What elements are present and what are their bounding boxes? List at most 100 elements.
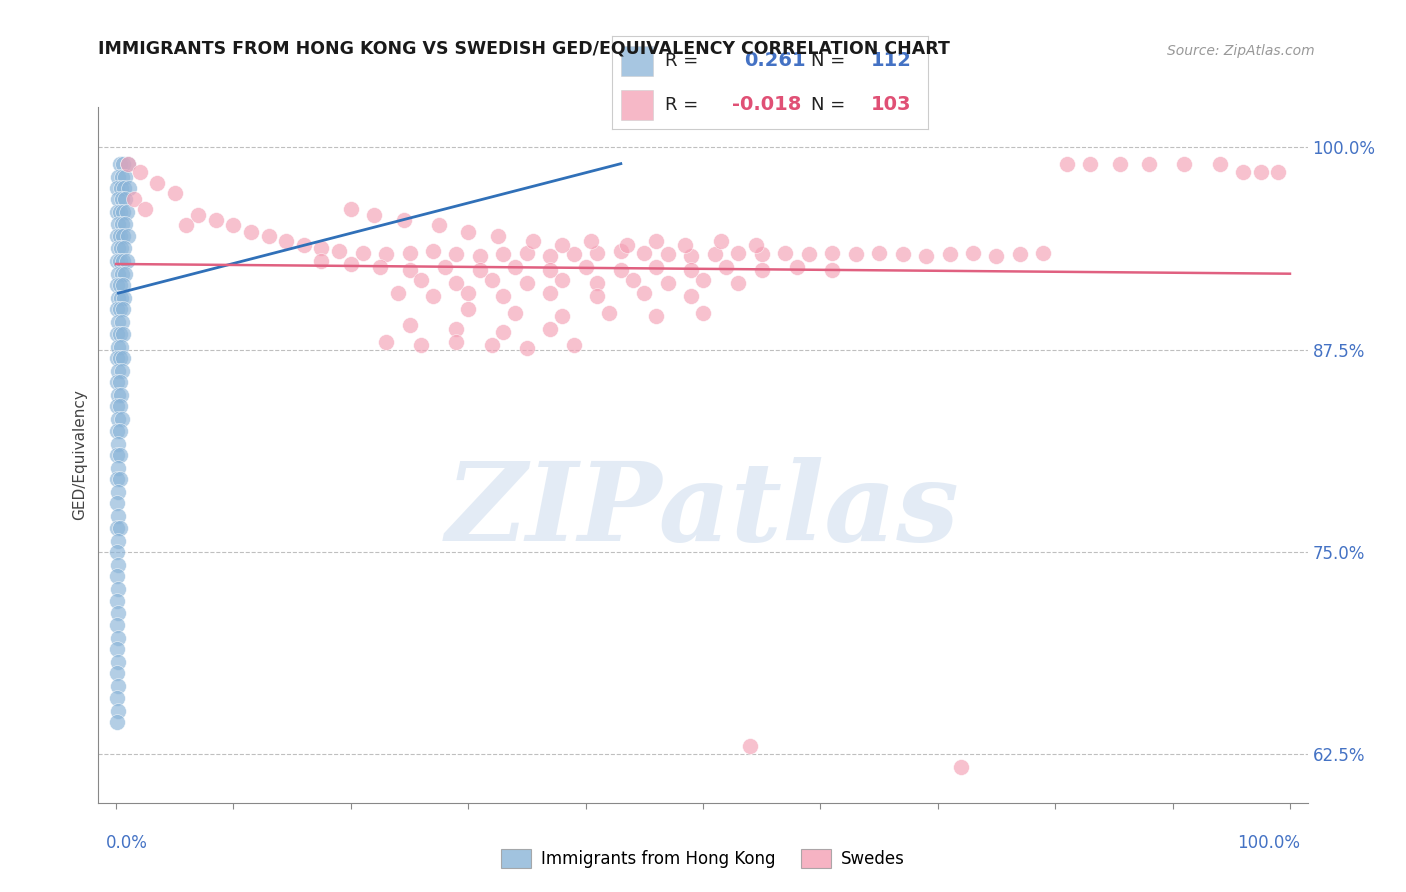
Point	[586, 277, 609, 291]
Point	[581, 235, 603, 249]
Point	[446, 277, 468, 291]
Point	[105, 472, 128, 486]
Point	[107, 217, 129, 231]
Point	[575, 260, 598, 275]
Point	[112, 326, 135, 341]
Point	[122, 192, 145, 206]
Point	[562, 338, 585, 352]
Point	[112, 156, 135, 170]
Point	[657, 247, 679, 261]
Point	[468, 263, 491, 277]
Point	[240, 225, 263, 239]
Point	[107, 267, 129, 281]
Point	[616, 237, 638, 252]
Point	[962, 245, 984, 260]
Point	[105, 642, 128, 657]
Point	[107, 315, 129, 329]
Point	[645, 260, 668, 275]
Text: 0.0%: 0.0%	[105, 834, 148, 852]
Point	[108, 448, 131, 462]
Point	[107, 192, 129, 206]
Point	[107, 704, 129, 718]
Point	[621, 273, 644, 287]
Point	[105, 229, 128, 244]
Point	[328, 244, 350, 258]
Point	[586, 289, 609, 303]
Point	[112, 205, 135, 219]
Text: IMMIGRANTS FROM HONG KONG VS SWEDISH GED/EQUIVALENCY CORRELATION CHART: IMMIGRANTS FROM HONG KONG VS SWEDISH GED…	[98, 40, 950, 58]
Point	[773, 245, 796, 260]
Point	[107, 607, 129, 621]
Point	[1137, 156, 1160, 170]
Point	[340, 257, 363, 271]
Point	[111, 412, 134, 426]
Point	[112, 291, 135, 305]
Point	[107, 339, 129, 353]
Point	[446, 322, 468, 336]
Point	[516, 341, 538, 355]
Point	[257, 229, 280, 244]
Point	[1056, 156, 1078, 170]
Point	[1208, 156, 1230, 170]
Point	[107, 582, 129, 597]
Point	[681, 289, 703, 303]
Text: 100.0%: 100.0%	[1237, 834, 1301, 852]
Point	[105, 278, 128, 293]
Point	[586, 245, 609, 260]
Point	[786, 260, 808, 275]
Point	[112, 241, 135, 255]
Text: Source: ZipAtlas.com: Source: ZipAtlas.com	[1167, 44, 1315, 58]
Point	[110, 339, 132, 353]
Point	[107, 533, 129, 548]
Point	[117, 156, 139, 170]
Y-axis label: GED/Equivalency: GED/Equivalency	[72, 390, 87, 520]
Point	[538, 263, 561, 277]
Point	[1250, 165, 1272, 179]
Point	[108, 400, 131, 414]
Point	[486, 229, 509, 244]
Point	[1173, 156, 1195, 170]
Point	[868, 245, 890, 260]
Point	[950, 760, 973, 774]
Point	[108, 229, 131, 244]
Point	[111, 192, 134, 206]
Point	[716, 260, 738, 275]
Point	[111, 169, 134, 184]
Text: N =: N =	[811, 52, 845, 70]
Point	[110, 181, 132, 195]
Point	[422, 244, 444, 258]
Point	[112, 302, 135, 317]
Point	[797, 247, 820, 261]
Point	[108, 156, 131, 170]
Point	[107, 241, 129, 255]
Point	[105, 617, 128, 632]
Point	[551, 273, 574, 287]
Point	[107, 655, 129, 669]
Point	[457, 286, 479, 301]
Point	[128, 165, 150, 179]
Point	[105, 424, 128, 438]
Point	[657, 277, 679, 291]
Point	[105, 181, 128, 195]
Point	[112, 351, 135, 365]
Point	[108, 205, 131, 219]
Point	[398, 263, 420, 277]
Point	[107, 364, 129, 378]
Point	[110, 388, 132, 402]
Point	[427, 218, 450, 232]
Point	[481, 338, 503, 352]
Point	[105, 569, 128, 583]
Point	[111, 364, 134, 378]
Point	[986, 249, 1008, 263]
Point	[107, 436, 129, 450]
Point	[387, 286, 409, 301]
Point	[468, 249, 491, 263]
Point	[114, 267, 136, 281]
Point	[375, 334, 398, 349]
Point	[610, 263, 633, 277]
Point	[340, 202, 363, 216]
Point	[105, 666, 128, 681]
Point	[1267, 165, 1289, 179]
Text: 103: 103	[872, 95, 911, 114]
Point	[492, 247, 515, 261]
